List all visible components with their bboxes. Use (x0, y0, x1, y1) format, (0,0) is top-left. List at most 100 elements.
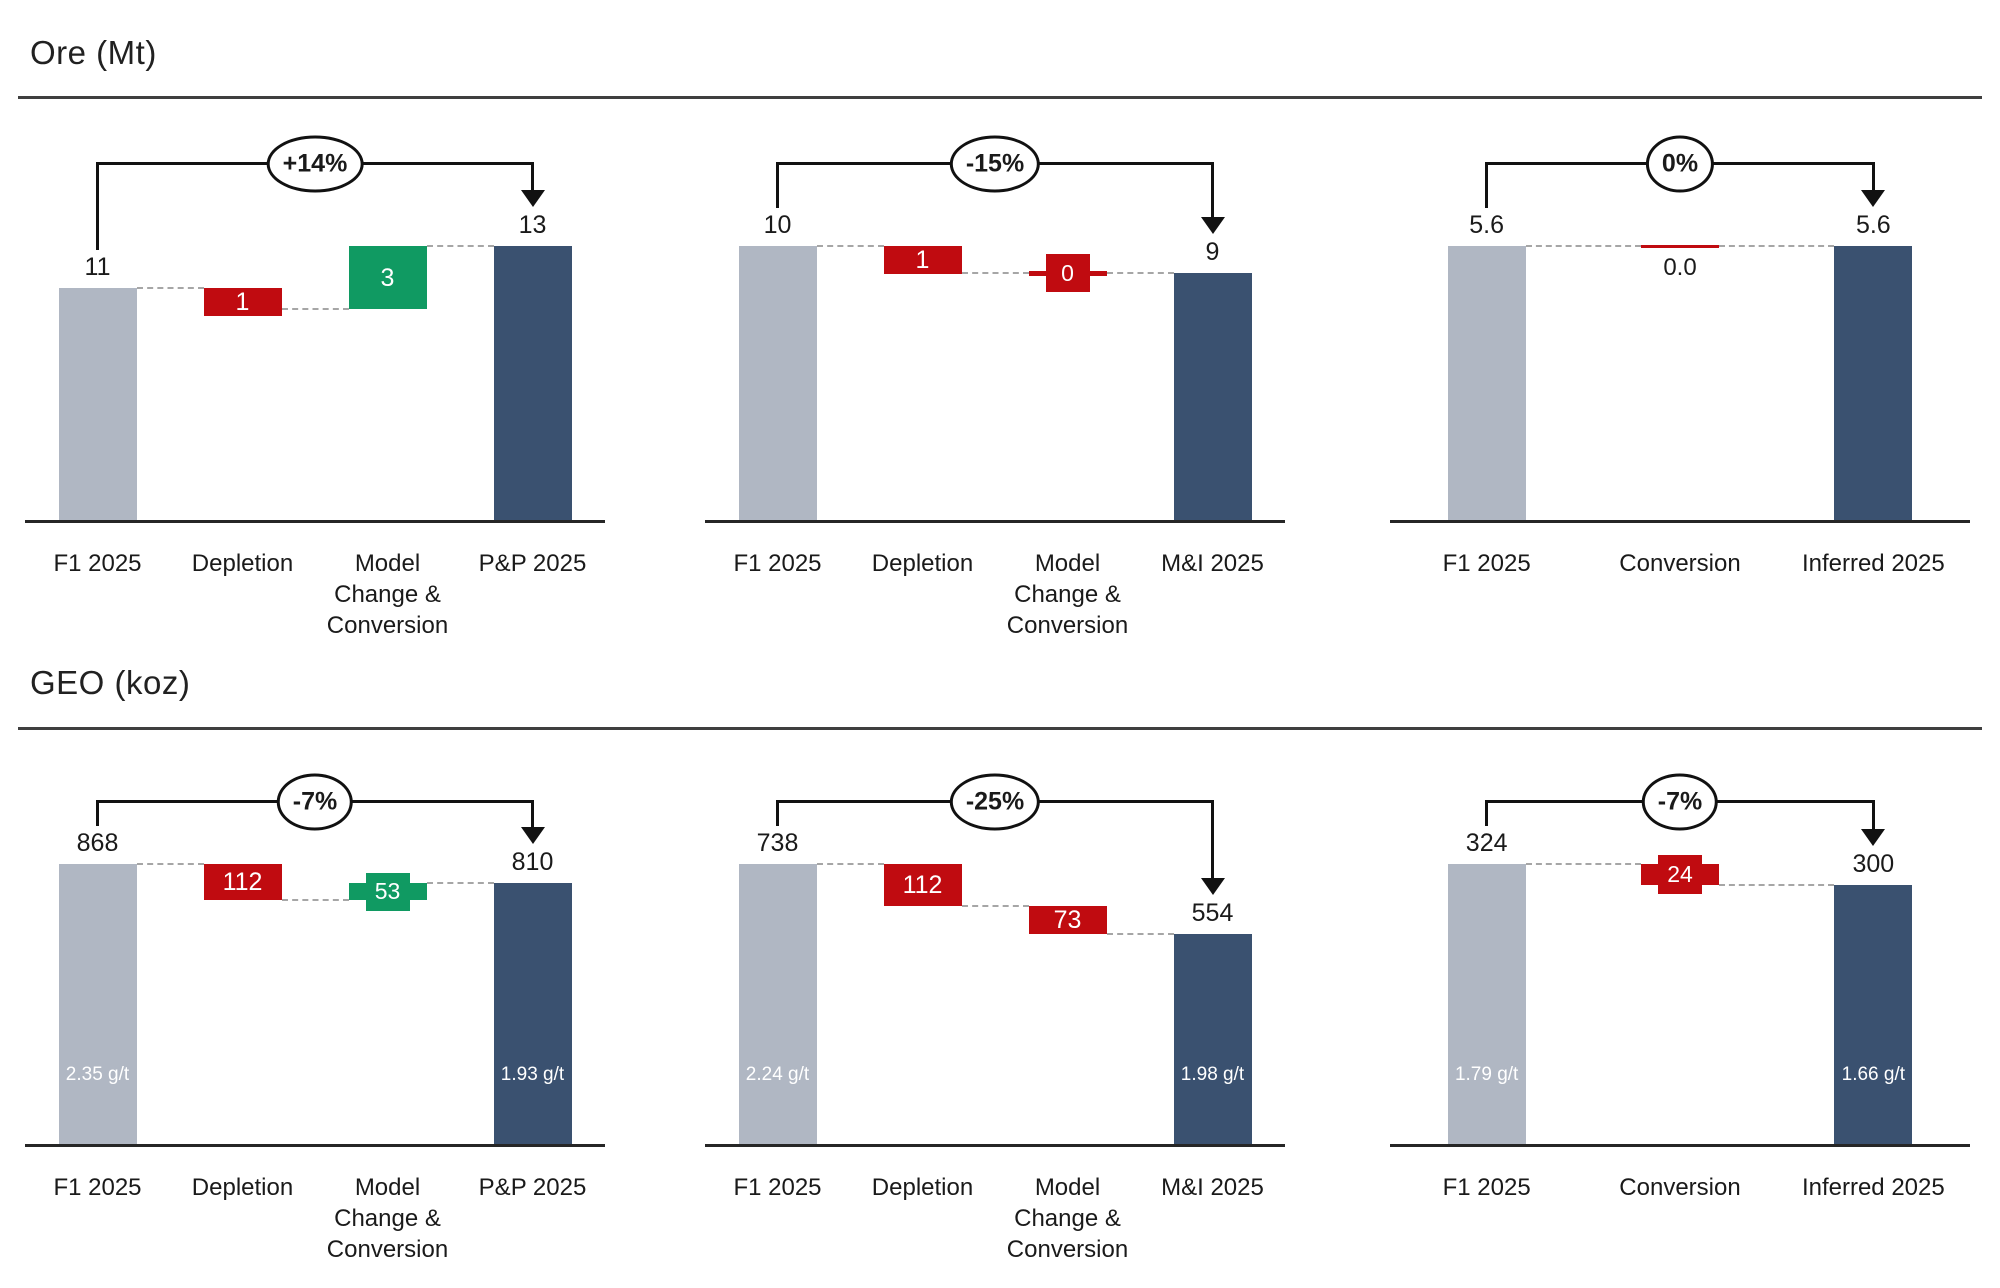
section-divider (18, 727, 1982, 730)
category-label: F1 2025 (53, 1174, 142, 1201)
connector (1106, 272, 1174, 275)
total-bar-start (738, 246, 817, 520)
category-label: F1 2025 (733, 550, 822, 577)
delta-value-label: 3 (380, 263, 395, 292)
category-label: P&P 2025 (478, 1174, 587, 1201)
axis-line (1390, 1144, 1970, 1147)
value-label: 5.6 (1855, 211, 1891, 239)
total-bar-start (58, 288, 137, 520)
delta-marker-box: 24 (1658, 855, 1702, 894)
value-label: 738 (756, 829, 799, 857)
total-bar-start (58, 864, 137, 1144)
category-label: Model Change & Conversion (326, 550, 449, 640)
value-label: 5.6 (1469, 211, 1505, 239)
category-label: Inferred 2025 (1801, 1174, 1945, 1201)
category-label: M&I 2025 (1161, 550, 1264, 577)
grade-label: 2.24 g/t (745, 1064, 810, 1085)
category-label: Model Change & Conversion (1006, 1174, 1129, 1264)
axis-line (25, 1144, 605, 1147)
delta-bar (348, 246, 427, 310)
waterfall-chart: F1 2025 11 Depletion 1 Model Change & Conver… (25, 100, 605, 645)
waterfall-chart: F1 2025 5.6 Conversion 0.0 Inferred 2025 5.6 0… (1390, 100, 1970, 645)
arrow-down-icon (1861, 828, 1886, 846)
grade-label: 1.93 g/t (500, 1064, 565, 1085)
bracket-left-line (1485, 162, 1489, 208)
zero-change-line (1641, 244, 1719, 248)
category-label: Conversion (1619, 550, 1741, 577)
bracket-right-line (1871, 162, 1875, 190)
total-bar-start (1447, 246, 1526, 520)
delta-value-label: 112 (222, 868, 263, 897)
axis-line (705, 520, 1285, 523)
section-title-ore: Ore (Mt) (30, 34, 157, 71)
connector (816, 245, 884, 247)
waterfall-chart: F1 2025 868 2.35 g/t Depletion 112 Model Chan… (25, 738, 605, 1283)
connector (426, 245, 494, 247)
delta-value-label: 73 (1053, 906, 1082, 935)
category-label: Depletion (191, 1174, 294, 1201)
delta-bar (883, 246, 962, 274)
connector (961, 905, 1029, 908)
percent-change-badge: -15% (949, 135, 1041, 192)
arrow-down-icon (520, 826, 545, 844)
bracket-right-line (1211, 162, 1214, 218)
value-label: 868 (76, 829, 119, 857)
axis-line (25, 520, 605, 523)
grade-label: 1.66 g/t (1841, 1064, 1906, 1085)
connector (961, 272, 1029, 275)
delta-value-label: 112 (902, 871, 943, 900)
value-label: 13 (518, 211, 547, 239)
category-label: Conversion (1619, 1174, 1741, 1201)
axis-line (1390, 520, 1970, 523)
percent-change-badge: -25% (949, 773, 1041, 830)
bracket-left-line (1485, 800, 1489, 826)
connector (281, 899, 349, 902)
total-bar-end (1834, 884, 1913, 1144)
delta-value-label: 1 (915, 246, 930, 274)
connector (1106, 933, 1174, 936)
waterfall-chart: F1 2025 324 1.79 g/t Conversion 24 Inferred 2… (1390, 738, 1970, 1283)
total-bar-end (493, 246, 572, 520)
category-label: F1 2025 (53, 550, 142, 577)
delta-bar (203, 864, 282, 901)
delta-marker-box: 53 (365, 872, 410, 911)
delta-marker-box: 0 (1045, 254, 1090, 293)
bracket-left-line (96, 800, 99, 826)
grade-label: 2.35 g/t (65, 1064, 130, 1085)
total-bar-end (1834, 246, 1913, 520)
total-bar-end (1173, 273, 1252, 520)
arrow-down-icon (1861, 190, 1886, 207)
delta-value-label: 1 (235, 288, 250, 317)
bracket-right-line (531, 162, 534, 190)
total-bar-start (738, 864, 817, 1144)
category-label: Model Change & Conversion (326, 1174, 449, 1264)
percent-change-badge: +14% (266, 135, 364, 192)
waterfall-chart: F1 2025 10 Depletion 1 Model Change & Conver… (705, 100, 1285, 645)
arrow-down-icon (1200, 217, 1225, 235)
bracket-right-line (531, 800, 534, 827)
category-label: Depletion (871, 1174, 974, 1201)
waterfall-chart: F1 2025 738 2.24 g/t Depletion 112 Model Chan… (705, 738, 1285, 1283)
bracket-left-line (776, 800, 779, 826)
value-label: 11 (84, 253, 111, 282)
category-label: Depletion (191, 550, 294, 577)
total-bar-end (1173, 933, 1252, 1144)
bracket-left-line (96, 162, 99, 251)
value-label: 9 (1205, 238, 1220, 267)
delta-bar (883, 864, 962, 907)
arrow-down-icon (520, 190, 545, 207)
category-label: F1 2025 (733, 1174, 822, 1201)
percent-change-badge: -7% (1641, 773, 1719, 830)
connector (816, 863, 884, 865)
grade-label: 1.79 g/t (1454, 1064, 1519, 1085)
zero-value-label: 0.0 (1663, 254, 1697, 281)
connector (426, 882, 494, 885)
value-label: 554 (1191, 898, 1234, 927)
percent-change-badge: 0% (1645, 135, 1715, 192)
connector (1719, 883, 1835, 886)
section-title-geo: GEO (koz) (30, 664, 191, 701)
connector (136, 287, 204, 290)
value-label: 324 (1465, 829, 1508, 857)
axis-line (705, 1144, 1285, 1147)
